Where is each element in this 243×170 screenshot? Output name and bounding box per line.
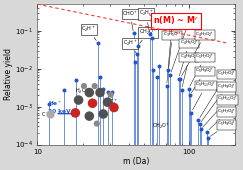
Point xyxy=(157,64,161,67)
Point xyxy=(188,94,192,97)
Text: CH$_2$O$^+$: CH$_2$O$^+$ xyxy=(139,27,157,44)
Text: H$_2$O$^+$: H$_2$O$^+$ xyxy=(75,87,90,96)
Point xyxy=(206,137,210,139)
Point xyxy=(187,87,191,90)
Text: C$_4$H$_5$O$_2^+$: C$_4$H$_5$O$_2^+$ xyxy=(179,39,199,76)
Text: C$_3$H$_7$O$^+$: C$_3$H$_7$O$^+$ xyxy=(171,17,199,72)
Point xyxy=(136,44,140,47)
Point xyxy=(165,85,169,87)
Text: C$_5$H$_{11}$O$_2^+$: C$_5$H$_{11}$O$_2^+$ xyxy=(192,81,216,110)
Point xyxy=(133,61,137,63)
Text: C$_2$H$_5^+$: C$_2$H$_5^+$ xyxy=(139,9,153,32)
Text: C$_2$H$^+$: C$_2$H$^+$ xyxy=(123,39,138,54)
Text: C$^+$: C$^+$ xyxy=(41,110,49,120)
Point xyxy=(198,123,201,125)
Text: C$_5$H$_9$O$_3^+$: C$_5$H$_9$O$_3^+$ xyxy=(201,82,236,122)
Point xyxy=(47,102,51,105)
Point xyxy=(101,87,105,90)
Text: CH$_2$O$^+$: CH$_2$O$^+$ xyxy=(152,122,171,131)
Point xyxy=(150,36,154,39)
Text: C$_4$H$_7$O$_2^+$: C$_4$H$_7$O$_2^+$ xyxy=(182,31,214,76)
Text: CHO$^+$: CHO$^+$ xyxy=(122,10,138,31)
Point xyxy=(132,32,136,35)
Point xyxy=(110,90,114,93)
Y-axis label: Relative yield: Relative yield xyxy=(4,48,13,100)
Point xyxy=(178,77,182,80)
Text: C$_5$H$_{11}$O$_3^+$: C$_5$H$_{11}$O$_3^+$ xyxy=(203,95,238,127)
Text: He$^+$
20 keV: He$^+$ 20 keV xyxy=(48,99,71,114)
Point xyxy=(96,41,100,44)
Point xyxy=(189,111,193,114)
Point xyxy=(199,128,203,131)
Text: C$_5$H$_7$O$_4^+$: C$_5$H$_7$O$_4^+$ xyxy=(209,108,236,130)
Point xyxy=(74,79,78,81)
Point xyxy=(180,88,183,91)
Text: C$_3$H$_3$O$^+$: C$_3$H$_3$O$^+$ xyxy=(163,17,182,83)
Point xyxy=(205,130,209,133)
Point xyxy=(166,69,170,72)
Text: C$_2^+$: C$_2^+$ xyxy=(109,98,118,108)
Point xyxy=(168,73,172,76)
Point xyxy=(148,33,152,36)
Point xyxy=(106,90,110,93)
Text: C$_3$H$_5$O$^+$: C$_3$H$_5$O$^+$ xyxy=(163,31,182,68)
Text: C$_5$H$_7$O$_3^+$: C$_5$H$_7$O$_3^+$ xyxy=(200,70,236,117)
Text: C$_2$H$^+$: C$_2$H$^+$ xyxy=(81,24,96,40)
Text: n(M) ~ M$^r$: n(M) ~ M$^r$ xyxy=(153,15,199,27)
Text: C$_5$H$_9$O$_2^+$: C$_5$H$_9$O$_2^+$ xyxy=(191,67,214,93)
Point xyxy=(62,88,66,91)
Point xyxy=(151,69,155,72)
Text: C$_4$H$_9$O$_2^+$: C$_4$H$_9$O$_2^+$ xyxy=(180,53,199,87)
Point xyxy=(135,52,139,55)
Point xyxy=(155,76,159,78)
Point xyxy=(197,118,200,121)
X-axis label: m (Da): m (Da) xyxy=(123,157,149,166)
Text: C$_5$H$_9$O$_4^+$: C$_5$H$_9$O$_4^+$ xyxy=(210,120,236,136)
Point xyxy=(177,77,181,80)
Text: C$_5$H$_7$O$_2^+$: C$_5$H$_7$O$_2^+$ xyxy=(190,53,214,86)
Point xyxy=(98,76,102,78)
